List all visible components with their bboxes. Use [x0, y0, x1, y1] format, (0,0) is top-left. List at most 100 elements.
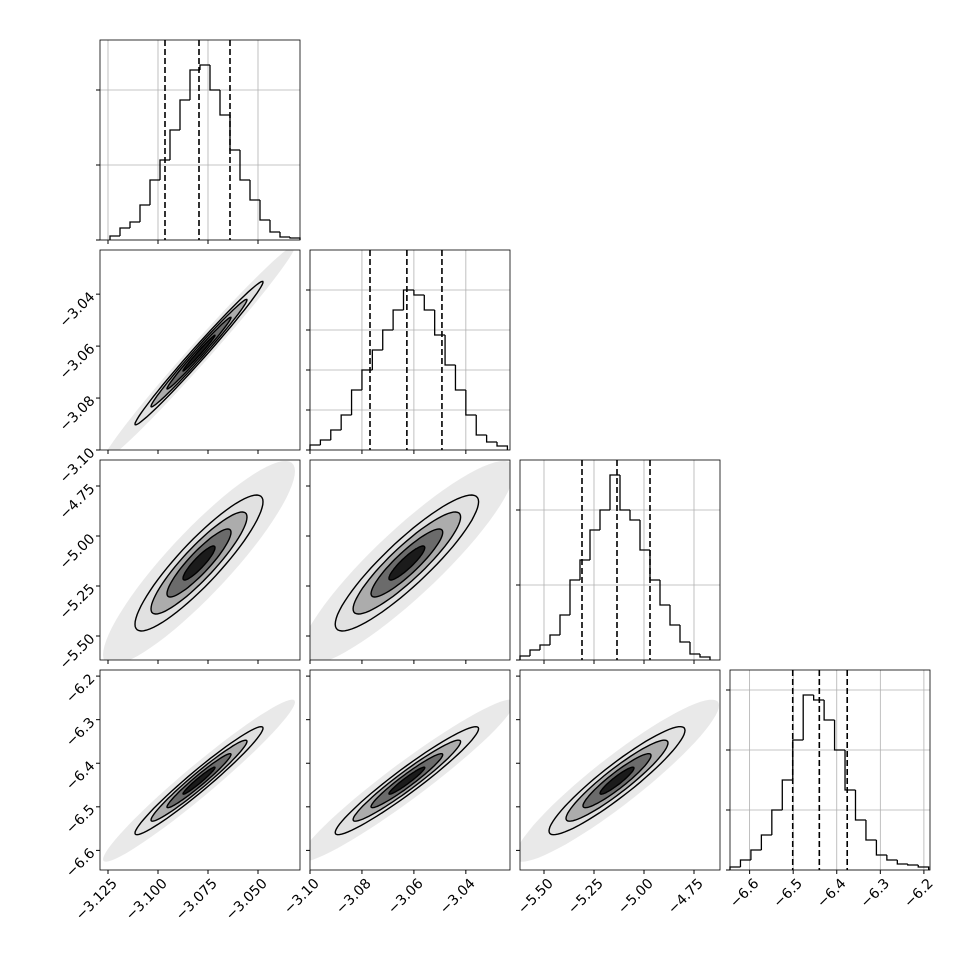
histogram-bin [619, 475, 630, 511]
histogram-bin [309, 444, 321, 450]
histogram-bin [802, 694, 814, 740]
histogram-bin [129, 221, 140, 228]
histogram-bin [371, 349, 383, 370]
histogram-bin [392, 309, 404, 330]
histogram-bin [454, 365, 466, 391]
histogram-bin [629, 510, 640, 521]
panel-frame [99, 669, 301, 871]
histogram-bin [529, 649, 540, 656]
x-tick-label: −3.050 [223, 876, 271, 924]
histogram-bin [149, 179, 160, 205]
histogram-bin [659, 580, 670, 606]
contour [388, 766, 426, 795]
x-tick-label: −4.75 [665, 876, 707, 918]
x-tick-label: −3.100 [123, 876, 171, 924]
panel-frame [309, 669, 511, 871]
x-tick-label: −6.3 [858, 876, 893, 911]
histogram-bin [119, 227, 130, 236]
x-tick-label: −6.4 [814, 876, 849, 911]
histogram-bin [833, 720, 846, 751]
y-tick-label: −5.50 [57, 631, 99, 673]
histogram-bin [639, 520, 650, 551]
histogram-bin [269, 220, 280, 233]
x-tick-label: −3.075 [173, 876, 221, 924]
x-tick-label: −3.125 [73, 876, 121, 924]
histogram-bin [319, 439, 331, 445]
histogram-bin [179, 99, 190, 130]
histogram-bin [475, 415, 487, 436]
x-tick-label: −6.6 [727, 876, 762, 911]
histogram-bin [139, 204, 150, 222]
histogram-bin [169, 129, 180, 160]
panel-frame [519, 669, 721, 871]
histogram-bin [249, 180, 260, 201]
histogram-bin [229, 115, 240, 151]
y-tick-label: −5.25 [57, 581, 99, 623]
y-tick-label: −4.75 [57, 481, 99, 523]
histogram-bin [886, 855, 898, 861]
histogram-bin [434, 310, 446, 336]
panel-frame [99, 459, 301, 661]
histogram-bin [679, 625, 690, 643]
histogram-bin [896, 860, 908, 865]
y-tick-label: −3.08 [57, 393, 99, 435]
histogram-bin [465, 390, 477, 416]
histogram-bin [340, 414, 352, 430]
histogram-bin [559, 614, 570, 635]
histogram-bin [569, 579, 580, 615]
y-tick-label: −3.06 [57, 341, 99, 383]
histogram-bin [496, 442, 509, 450]
x-tick-label: −3.10 [281, 876, 323, 918]
histogram-bin [289, 237, 301, 240]
histogram-bin [609, 474, 620, 510]
contour [182, 766, 216, 795]
y-tick-label: −6.6 [63, 845, 98, 880]
histogram-bin [109, 235, 120, 240]
y-tick-label: −6.2 [63, 671, 98, 706]
histogram-bin [589, 529, 600, 560]
histogram-bin [669, 605, 680, 626]
histogram-bin [854, 790, 866, 821]
histogram-bin [649, 550, 660, 581]
x-tick-label: −6.2 [901, 876, 936, 911]
histogram-bin [844, 750, 856, 791]
histogram-bin [361, 369, 373, 390]
contour [599, 766, 635, 795]
x-tick-label: −3.08 [333, 876, 375, 918]
histogram-bin [917, 865, 930, 870]
histogram-bin [413, 290, 425, 296]
histogram-bin [189, 69, 200, 100]
y-tick-label: −6.5 [63, 802, 98, 837]
histogram-bin [781, 779, 793, 810]
histogram-bin [219, 90, 230, 116]
x-tick-label: −5.25 [565, 876, 607, 918]
histogram-bin [689, 642, 700, 655]
histogram-bin [699, 654, 711, 660]
histogram-bin [539, 644, 550, 650]
histogram-bin [199, 64, 210, 70]
panel-frame [519, 459, 721, 661]
histogram-bin [865, 820, 877, 841]
histogram-bin [402, 289, 414, 310]
histogram-bin [813, 695, 825, 701]
panel-frame [99, 249, 301, 451]
histogram-bin [823, 700, 835, 721]
histogram-bin [330, 429, 342, 440]
histogram-bin [760, 834, 772, 850]
histogram-bin [279, 232, 290, 238]
histogram-bin [485, 435, 498, 443]
contour [182, 545, 216, 581]
histogram-bin [259, 200, 270, 221]
panel-frame [309, 249, 511, 451]
histogram-bin [907, 864, 919, 866]
histogram-bin [382, 329, 394, 350]
y-tick-label: −5.00 [57, 531, 99, 573]
y-tick-label: −3.10 [57, 445, 99, 487]
contour [182, 334, 216, 372]
panel-frame [729, 669, 931, 871]
x-tick-label: −3.04 [437, 876, 479, 918]
x-tick-label: −6.5 [771, 876, 806, 911]
panel-frame [99, 39, 301, 241]
histogram-bin [875, 840, 887, 856]
